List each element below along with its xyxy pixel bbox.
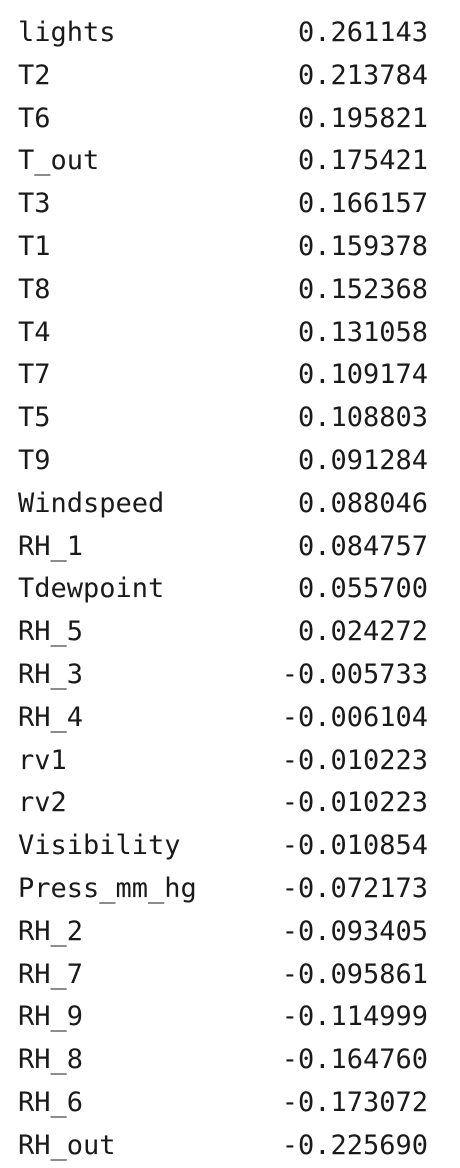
row-label: T6 xyxy=(18,102,51,134)
row-label: T_out xyxy=(18,145,100,177)
row-value: 0.166157 xyxy=(297,188,428,220)
row-label: RH_1 xyxy=(18,530,84,562)
series-row: RH_7 -0.095861 xyxy=(0,954,460,997)
row-label: RH_3 xyxy=(18,658,84,690)
row-value: 0.108803 xyxy=(297,402,428,434)
series-row: T6 0.195821 xyxy=(0,98,460,141)
series-row: rv1 -0.010223 xyxy=(0,740,460,783)
row-value: 0.084757 xyxy=(297,530,428,562)
row-label: rv2 xyxy=(18,787,67,819)
series-row: RH_8 -0.164760 xyxy=(0,1039,460,1082)
row-label: RH_6 xyxy=(18,1086,84,1118)
row-label: rv1 xyxy=(18,744,67,776)
row-value: 0.055700 xyxy=(297,573,428,605)
series-row: lights 0.261143 xyxy=(0,12,460,55)
row-value: -0.010854 xyxy=(281,830,428,862)
row-label: T2 xyxy=(18,59,51,91)
row-label: RH_8 xyxy=(18,1044,84,1076)
series-row: T7 0.109174 xyxy=(0,354,460,397)
row-label: T3 xyxy=(18,188,51,220)
row-value: 0.175421 xyxy=(297,145,428,177)
series-row: RH_out -0.225690 xyxy=(0,1125,460,1168)
series-row: T3 0.166157 xyxy=(0,183,460,226)
series-row: Press_mm_hg -0.072173 xyxy=(0,868,460,911)
row-label: Tdewpoint xyxy=(18,573,165,605)
row-value: -0.010223 xyxy=(281,744,428,776)
series-row: T4 0.131058 xyxy=(0,312,460,355)
row-value: 0.195821 xyxy=(297,102,428,134)
row-value: -0.093405 xyxy=(281,915,428,947)
row-label: RH_out xyxy=(18,1129,116,1161)
series-row: RH_4 -0.006104 xyxy=(0,697,460,740)
row-value: 0.131058 xyxy=(297,316,428,348)
row-label: T1 xyxy=(18,230,51,262)
series-row: T1 0.159378 xyxy=(0,226,460,269)
row-value: -0.010223 xyxy=(281,787,428,819)
row-value: 0.152368 xyxy=(297,273,428,305)
row-label: T5 xyxy=(18,402,51,434)
series-row: T9 0.091284 xyxy=(0,440,460,483)
series-row: Tdewpoint 0.055700 xyxy=(0,568,460,611)
series-row: RH_2 -0.093405 xyxy=(0,911,460,954)
series-row: T5 0.108803 xyxy=(0,397,460,440)
row-label: T7 xyxy=(18,359,51,391)
row-value: 0.109174 xyxy=(297,359,428,391)
row-value: -0.006104 xyxy=(281,701,428,733)
row-label: Visibility xyxy=(18,830,181,862)
series-row: RH_5 0.024272 xyxy=(0,611,460,654)
row-label: T4 xyxy=(18,316,51,348)
row-label: T9 xyxy=(18,444,51,476)
series-row: Windspeed 0.088046 xyxy=(0,483,460,526)
row-label: RH_5 xyxy=(18,616,84,648)
series-row: RH_9 -0.114999 xyxy=(0,996,460,1039)
row-label: T8 xyxy=(18,273,51,305)
row-value: 0.261143 xyxy=(297,17,428,48)
row-value: 0.088046 xyxy=(297,487,428,519)
series-row: RH_3 -0.005733 xyxy=(0,654,460,697)
series-row: T2 0.213784 xyxy=(0,55,460,98)
row-value: 0.024272 xyxy=(297,616,428,648)
row-value: -0.225690 xyxy=(281,1129,428,1161)
series-row: T_out 0.175421 xyxy=(0,140,460,183)
row-value: -0.005733 xyxy=(281,658,428,690)
row-label: RH_4 xyxy=(18,701,84,733)
row-label: Press_mm_hg xyxy=(18,872,197,904)
row-value: -0.164760 xyxy=(281,1044,428,1076)
series-row: RH_1 0.084757 xyxy=(0,526,460,569)
row-value: -0.114999 xyxy=(281,1001,428,1033)
row-label: RH_7 xyxy=(18,958,84,990)
row-label: RH_9 xyxy=(18,1001,84,1033)
row-label: Windspeed xyxy=(18,487,165,519)
row-value: 0.159378 xyxy=(297,230,428,262)
series-row: rv2 -0.010223 xyxy=(0,782,460,825)
row-value: 0.091284 xyxy=(297,444,428,476)
row-value: -0.072173 xyxy=(281,872,428,904)
row-label: RH_2 xyxy=(18,915,84,947)
row-value: 0.213784 xyxy=(297,59,428,91)
series-row: T8 0.152368 xyxy=(0,269,460,312)
row-value: -0.173072 xyxy=(281,1086,428,1118)
row-label: lights xyxy=(18,17,116,48)
row-value: -0.095861 xyxy=(281,958,428,990)
series-row: RH_6 -0.173072 xyxy=(0,1082,460,1125)
series-row: Visibility -0.010854 xyxy=(0,825,460,868)
